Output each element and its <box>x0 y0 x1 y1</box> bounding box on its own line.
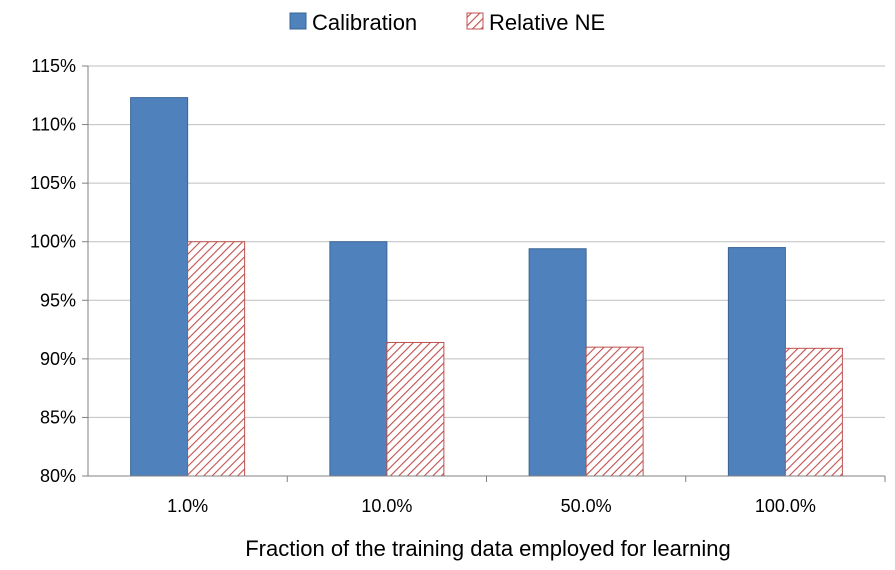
bar-calibration-10.0% <box>329 241 388 477</box>
bar-relative-ne-50.0% <box>585 346 644 477</box>
bars <box>130 97 843 477</box>
y-tick-label-85: 85% <box>40 407 76 427</box>
legend-swatch-relative-ne <box>466 12 484 30</box>
y-tick-label-90: 90% <box>40 349 76 369</box>
legend-label-calibration: Calibration <box>312 10 417 35</box>
x-tick-label-50.0%: 50.0% <box>561 496 612 516</box>
bar-calibration-1.0% <box>130 97 189 477</box>
x-tick-label-10.0%: 10.0% <box>361 496 412 516</box>
y-tick-label-100: 100% <box>30 232 76 252</box>
y-tick-label-80: 80% <box>40 466 76 486</box>
x-tick-label-100.0%: 100.0% <box>755 496 816 516</box>
legend: Calibration Relative NE <box>289 10 605 35</box>
bar-calibration-50.0% <box>528 248 587 477</box>
y-tick-label-115: 115% <box>31 56 76 76</box>
legend-swatch-calibration <box>289 12 307 30</box>
bar-relative-ne-10.0% <box>386 341 445 477</box>
legend-label-relative-ne: Relative NE <box>489 10 605 35</box>
y-tick-label-105: 105% <box>30 173 76 193</box>
bar-relative-ne-1.0% <box>187 241 246 477</box>
x-tick-label-1.0%: 1.0% <box>167 496 208 516</box>
bar-relative-ne-100.0% <box>784 347 843 477</box>
y-tick-label-110: 110% <box>31 115 76 135</box>
axes: 80% 85% 90% 95% 100% 105% 110% 115% 1.0% 10.0% 50.… <box>30 56 886 516</box>
x-axis-title: Fraction of the training data employed f… <box>245 536 731 561</box>
bar-calibration-100.0% <box>727 247 786 477</box>
y-tick-label-95: 95% <box>40 290 76 310</box>
